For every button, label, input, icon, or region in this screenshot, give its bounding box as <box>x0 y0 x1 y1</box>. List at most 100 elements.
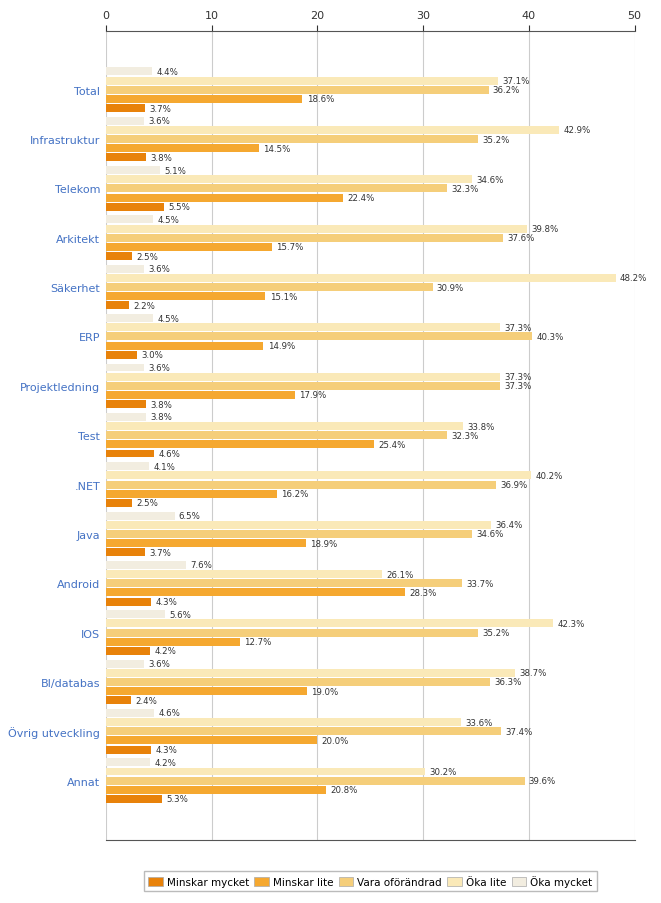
Text: 32.3%: 32.3% <box>451 432 479 440</box>
Bar <box>106 401 146 409</box>
Text: 4.5%: 4.5% <box>157 314 179 323</box>
Bar <box>106 696 131 704</box>
Text: 2.4%: 2.4% <box>136 696 157 705</box>
Bar <box>106 669 515 677</box>
Text: 30.9%: 30.9% <box>437 284 464 293</box>
Bar <box>106 796 162 803</box>
Text: 5.3%: 5.3% <box>166 795 188 804</box>
Text: 4.3%: 4.3% <box>155 598 177 607</box>
Text: 42.3%: 42.3% <box>557 619 585 628</box>
Text: 12.7%: 12.7% <box>245 638 272 647</box>
Bar <box>106 598 151 606</box>
Text: 34.6%: 34.6% <box>476 175 503 184</box>
Bar <box>106 265 144 274</box>
Bar <box>106 383 500 390</box>
Bar <box>106 571 382 579</box>
Bar <box>106 709 155 717</box>
Text: 18.9%: 18.9% <box>310 539 337 548</box>
Bar <box>106 373 500 381</box>
Bar <box>106 342 263 350</box>
Bar <box>106 549 145 556</box>
Bar <box>106 687 307 695</box>
Text: 2.5%: 2.5% <box>136 498 158 507</box>
Text: 34.6%: 34.6% <box>476 530 503 539</box>
Bar <box>106 315 153 322</box>
Text: 38.7%: 38.7% <box>520 668 547 677</box>
Bar <box>106 432 447 440</box>
Bar <box>106 462 149 470</box>
Bar <box>106 786 326 794</box>
Bar <box>106 647 150 656</box>
Text: 6.5%: 6.5% <box>178 511 200 520</box>
Bar <box>106 580 462 588</box>
Text: 15.7%: 15.7% <box>276 243 303 252</box>
Text: 4.3%: 4.3% <box>155 745 177 754</box>
Bar <box>106 777 525 785</box>
Text: 32.3%: 32.3% <box>451 185 479 194</box>
Bar <box>106 746 151 754</box>
Text: 7.6%: 7.6% <box>190 561 212 570</box>
Text: 48.2%: 48.2% <box>620 275 647 284</box>
Bar <box>106 117 144 126</box>
Bar <box>106 226 527 233</box>
Text: 20.8%: 20.8% <box>330 786 358 795</box>
Bar <box>106 154 146 163</box>
Text: 37.1%: 37.1% <box>502 77 529 86</box>
Text: 25.4%: 25.4% <box>379 441 406 450</box>
Text: 30.2%: 30.2% <box>430 768 457 777</box>
Bar <box>106 472 531 479</box>
Text: 35.2%: 35.2% <box>483 628 510 638</box>
Bar <box>106 589 405 597</box>
Text: 40.3%: 40.3% <box>536 332 564 341</box>
Text: 3.7%: 3.7% <box>149 548 171 557</box>
Bar <box>106 96 303 104</box>
Text: 3.6%: 3.6% <box>148 117 170 126</box>
Text: 4.1%: 4.1% <box>153 462 175 471</box>
Bar <box>106 333 532 341</box>
Bar <box>106 253 132 261</box>
Bar <box>106 185 447 193</box>
Text: 3.6%: 3.6% <box>148 659 170 668</box>
Text: 36.3%: 36.3% <box>494 677 522 686</box>
Bar <box>106 481 496 489</box>
Legend: Minskar mycket, Minskar lite, Vara oförändrad, Öka lite, Öka mycket: Minskar mycket, Minskar lite, Vara oförä… <box>143 870 597 891</box>
Bar <box>106 303 129 310</box>
Text: 26.1%: 26.1% <box>386 570 413 579</box>
Text: 3.6%: 3.6% <box>148 265 170 274</box>
Bar <box>106 678 490 686</box>
Text: 4.2%: 4.2% <box>155 647 176 656</box>
Text: 36.4%: 36.4% <box>495 521 522 530</box>
Text: 2.5%: 2.5% <box>136 252 158 261</box>
Text: 18.6%: 18.6% <box>307 95 334 104</box>
Bar <box>106 284 432 292</box>
Text: 19.0%: 19.0% <box>311 687 338 696</box>
Bar <box>106 499 132 507</box>
Text: 36.9%: 36.9% <box>500 480 527 489</box>
Text: 3.8%: 3.8% <box>150 154 172 163</box>
Bar <box>106 176 472 184</box>
Bar <box>106 136 478 144</box>
Bar <box>106 638 240 646</box>
Bar <box>106 530 472 538</box>
Bar <box>106 521 490 529</box>
Bar <box>106 719 461 726</box>
Text: 5.1%: 5.1% <box>164 166 186 175</box>
Text: 39.6%: 39.6% <box>529 777 556 786</box>
Bar <box>106 275 615 283</box>
Text: 40.2%: 40.2% <box>535 471 563 480</box>
Bar <box>106 145 259 153</box>
Bar <box>106 628 478 637</box>
Text: 37.4%: 37.4% <box>506 727 533 736</box>
Text: 33.7%: 33.7% <box>467 579 494 588</box>
Bar <box>106 414 146 422</box>
Text: 5.6%: 5.6% <box>169 610 191 619</box>
Bar <box>106 126 559 135</box>
Text: 2.2%: 2.2% <box>134 302 155 311</box>
Text: 20.0%: 20.0% <box>321 736 349 745</box>
Bar <box>106 737 317 745</box>
Text: 3.8%: 3.8% <box>150 400 172 409</box>
Text: 35.2%: 35.2% <box>483 135 510 144</box>
Text: 4.5%: 4.5% <box>157 216 179 225</box>
Bar <box>106 759 150 767</box>
Text: 22.4%: 22.4% <box>347 194 374 203</box>
